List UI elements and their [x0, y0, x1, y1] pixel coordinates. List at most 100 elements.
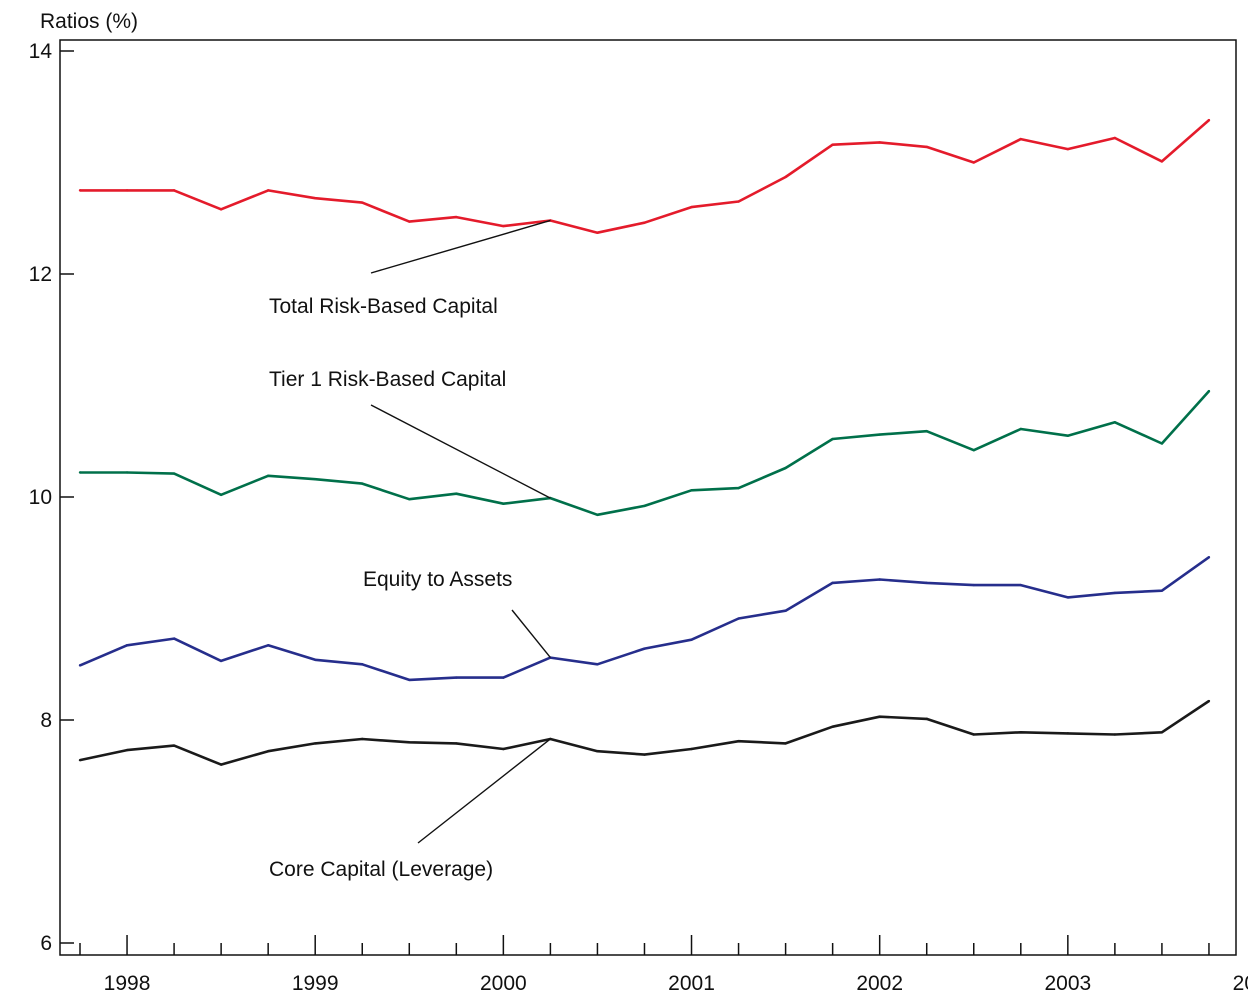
data-point — [1066, 732, 1070, 735]
data-point — [878, 433, 881, 436]
data-point — [925, 145, 928, 149]
data-point — [125, 189, 129, 192]
data-point — [125, 748, 129, 752]
annotation-leaders — [370, 219, 551, 844]
series-annotation: Total Risk-Based Capital — [269, 295, 498, 318]
data-point — [784, 175, 787, 179]
series-annotation: Equity to Assets — [363, 568, 512, 591]
data-point — [596, 663, 599, 666]
data-point — [125, 471, 129, 474]
data-point — [361, 201, 364, 204]
data-point — [502, 224, 505, 228]
data-point — [878, 578, 881, 581]
data-point — [408, 220, 411, 223]
data-point — [690, 747, 693, 751]
data-point — [455, 742, 458, 745]
data-point — [1066, 147, 1070, 151]
data-point — [172, 744, 176, 747]
data-point — [1113, 591, 1117, 595]
data-point — [78, 189, 82, 192]
data-point — [266, 750, 270, 753]
data-point — [408, 678, 411, 682]
data-point — [925, 430, 928, 433]
data-point — [925, 581, 928, 585]
data-point — [314, 477, 317, 481]
data-point — [361, 482, 364, 485]
data-point — [1113, 421, 1117, 424]
data-point — [78, 471, 82, 474]
data-point — [219, 493, 223, 496]
y-tick-label: 12 — [29, 263, 52, 286]
data-point — [219, 208, 223, 211]
data-point — [266, 474, 270, 478]
data-point — [1019, 427, 1022, 431]
data-point — [1066, 596, 1070, 599]
data-point — [219, 763, 223, 766]
data-point — [314, 196, 317, 200]
data-point — [314, 658, 317, 661]
data-point — [1160, 442, 1164, 445]
data-point — [361, 737, 364, 741]
x-tick-label: 2004 — [1233, 972, 1248, 995]
data-point — [1207, 699, 1211, 703]
data-point — [172, 637, 176, 640]
data-point — [502, 502, 505, 505]
series-line-0 — [80, 119, 1210, 234]
data-point — [925, 717, 928, 721]
data-point — [831, 725, 834, 728]
annotation-leader — [511, 609, 551, 658]
data-point — [78, 758, 82, 762]
data-point — [737, 739, 740, 743]
x-axis: 1998 1999 2000 2001 2002 2003 2004 — [79, 935, 1248, 995]
plot-frame — [59, 39, 1237, 956]
data-point — [784, 742, 787, 745]
series-annotation: Tier 1 Risk-Based Capital — [269, 368, 506, 391]
data-point — [219, 659, 223, 663]
data-point — [643, 504, 646, 508]
data-point — [831, 143, 834, 146]
data-point — [455, 676, 458, 679]
x-tick-label: 2001 — [668, 972, 715, 995]
series-layer — [78, 118, 1211, 766]
series-annotation: Core Capital (Leverage) — [269, 858, 493, 881]
data-point — [878, 715, 881, 718]
data-point — [172, 189, 176, 192]
x-tick-label: 2002 — [856, 972, 903, 995]
annotation-leader — [370, 219, 551, 274]
data-point — [1160, 731, 1164, 734]
data-point — [408, 498, 411, 501]
y-axis-label: Ratios (%) — [40, 10, 138, 33]
y-tick-label: 14 — [29, 40, 53, 63]
series-line-1 — [80, 390, 1210, 517]
data-point — [643, 753, 646, 756]
annotation-leader — [417, 738, 551, 844]
y-tick-label: 6 — [40, 932, 52, 955]
data-point — [784, 609, 787, 612]
data-point — [408, 741, 411, 744]
data-point — [361, 663, 364, 666]
data-point — [1066, 434, 1070, 437]
data-point — [266, 189, 270, 192]
data-point — [972, 161, 975, 164]
data-point — [1207, 556, 1211, 559]
data-point — [266, 644, 270, 647]
data-point — [1113, 733, 1117, 736]
data-point — [737, 486, 740, 490]
series-line-2 — [79, 556, 1210, 682]
data-point — [1019, 731, 1022, 734]
data-point — [1019, 583, 1022, 587]
x-tick-label: 2000 — [480, 972, 527, 995]
data-point — [784, 466, 787, 470]
data-point — [314, 742, 317, 745]
annotation-labels: Total Risk-Based Capital Tier 1 Risk-Base… — [269, 295, 512, 881]
data-point — [972, 583, 975, 587]
x-tick-label: 1998 — [104, 972, 151, 995]
data-point — [831, 581, 834, 585]
y-tick-label: 8 — [40, 709, 52, 732]
y-tick-label: 10 — [29, 486, 52, 509]
data-point — [831, 437, 834, 441]
annotation-leader — [370, 404, 551, 499]
data-point — [1207, 389, 1211, 393]
data-point — [125, 644, 129, 647]
data-point — [737, 617, 740, 620]
